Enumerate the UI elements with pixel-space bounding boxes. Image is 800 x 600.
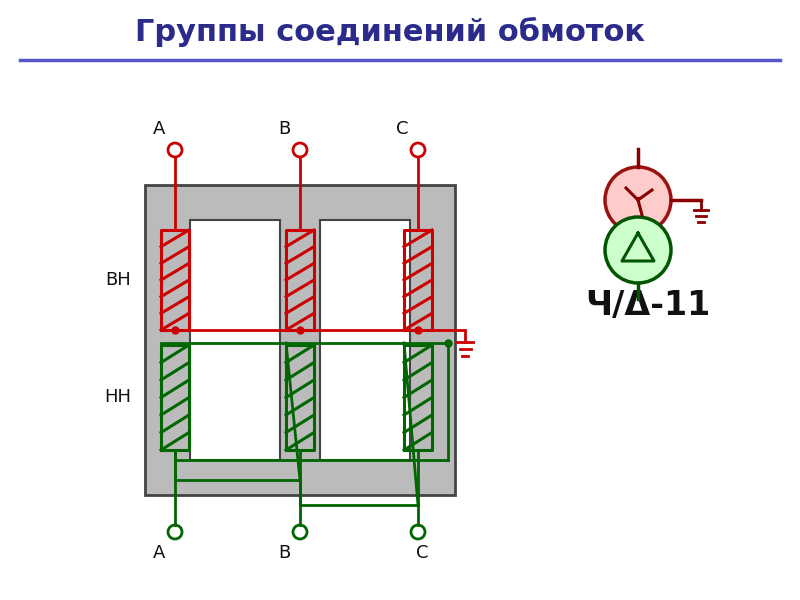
- Text: B: B: [278, 544, 290, 562]
- Text: Ч/Δ-11: Ч/Δ-11: [586, 289, 710, 322]
- Text: B: B: [278, 120, 290, 138]
- Text: C: C: [416, 544, 428, 562]
- Bar: [145, 185, 455, 495]
- Text: A: A: [153, 120, 165, 138]
- Text: C: C: [396, 120, 408, 138]
- Bar: [190, 220, 280, 460]
- Circle shape: [605, 167, 671, 233]
- Text: Группы соединений обмоток: Группы соединений обмоток: [135, 17, 645, 47]
- Circle shape: [605, 217, 671, 283]
- Text: A: A: [153, 544, 165, 562]
- Text: ВН: ВН: [105, 271, 131, 289]
- Text: НН: НН: [105, 389, 131, 407]
- Bar: [320, 220, 410, 460]
